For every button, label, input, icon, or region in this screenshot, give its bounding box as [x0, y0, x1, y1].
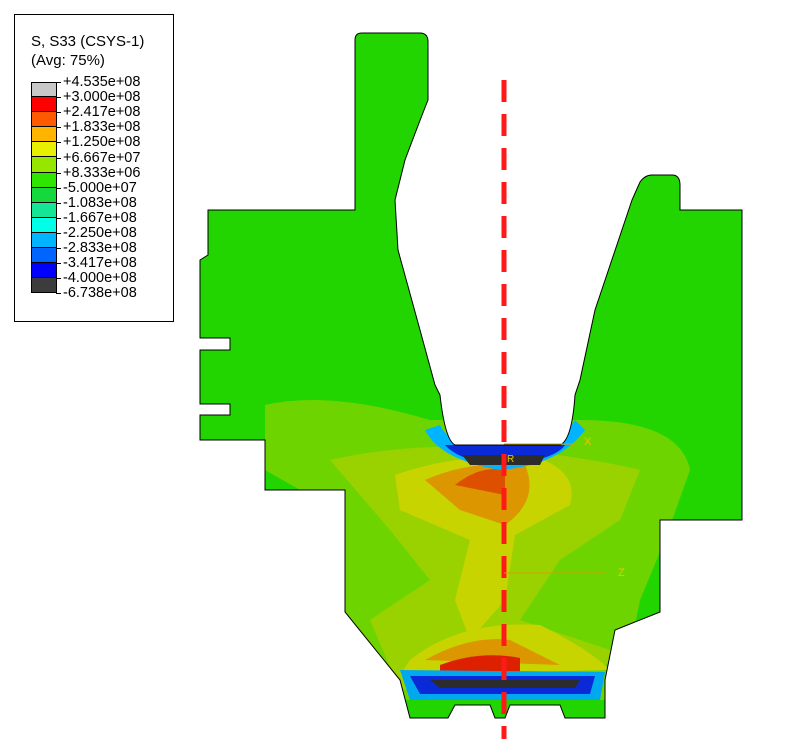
- legend-swatch: [31, 112, 57, 128]
- legend-swatch: [31, 172, 57, 188]
- x-axis-label: X: [584, 436, 592, 448]
- z-axis-label: Z: [618, 567, 625, 579]
- legend-swatch: [31, 263, 57, 279]
- legend-level: -4.000e+08: [56, 270, 137, 287]
- legend-level: -1.667e+08: [56, 209, 137, 226]
- legend-swatch: [31, 217, 57, 233]
- legend-level: -1.083e+08: [56, 194, 137, 211]
- color-bar: [31, 82, 57, 294]
- legend-level: +6.667e+07: [55, 149, 141, 166]
- legend-level: -6.738e+08: [56, 285, 137, 302]
- legend-level: -2.250e+08: [56, 225, 137, 241]
- contour-legend: S, S33 (CSYS-1) (Avg: 75%) +4.535e+08 +3.…: [14, 14, 174, 322]
- legend-title: S, S33 (CSYS-1): [31, 33, 145, 50]
- legend-level: +8.333e+06: [55, 164, 141, 181]
- legend-swatch: [31, 202, 57, 218]
- legend-level: +2.417e+08: [55, 104, 141, 121]
- legend-swatch: [31, 232, 57, 249]
- legend-swatch: [31, 142, 57, 158]
- legend-swatch: [31, 97, 57, 113]
- legend-swatch: [31, 82, 57, 98]
- legend-swatch: [31, 127, 57, 143]
- legend-subtitle: (Avg: 75%): [31, 52, 105, 69]
- legend-level: +1.833e+08: [55, 119, 141, 136]
- legend-level: +3.000e+08: [55, 89, 141, 106]
- r-axis-label: R: [507, 454, 514, 465]
- contour-bands: [265, 400, 690, 700]
- legend-swatch: [31, 157, 57, 173]
- legend-level: -2.833e+08: [56, 240, 137, 257]
- legend-level: +4.535e+08: [55, 74, 141, 90]
- legend-swatch: [31, 248, 57, 264]
- legend-level: -3.417e+08: [56, 255, 137, 272]
- legend-swatch: [31, 278, 57, 294]
- legend-swatch: [31, 187, 57, 203]
- legend-level: +1.250e+08: [55, 134, 141, 151]
- legend-level: -5.000e+07: [56, 179, 137, 196]
